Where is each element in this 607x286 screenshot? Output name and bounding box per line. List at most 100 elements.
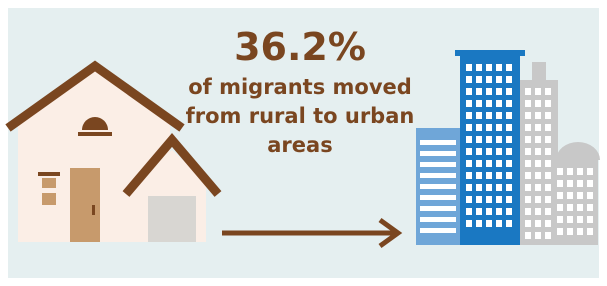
- building-window: [545, 184, 551, 191]
- building-window: [496, 76, 502, 83]
- building-window: [545, 124, 551, 131]
- building-window: [587, 216, 593, 223]
- building-window: [577, 192, 583, 199]
- building-window: [567, 204, 573, 211]
- building-window: [420, 162, 456, 167]
- window: [42, 178, 56, 188]
- attic-sill: [78, 132, 112, 136]
- building-window: [466, 184, 472, 191]
- window: [42, 193, 56, 205]
- building-window: [545, 232, 551, 239]
- tower-top: [455, 50, 525, 56]
- garage-door: [148, 196, 196, 242]
- building-window: [466, 208, 472, 215]
- caption-line: from rural to urban: [186, 104, 415, 128]
- building-window: [545, 148, 551, 155]
- building-window: [486, 112, 492, 119]
- building-window: [486, 64, 492, 71]
- building-window: [525, 88, 531, 95]
- building-window: [420, 217, 456, 222]
- building-window: [506, 208, 512, 215]
- building-window: [486, 148, 492, 155]
- building-window: [577, 180, 583, 187]
- building-window: [557, 216, 563, 223]
- building-window: [496, 184, 502, 191]
- building-window: [466, 100, 472, 107]
- building-window: [476, 76, 482, 83]
- building-window: [420, 206, 456, 211]
- building-window: [525, 124, 531, 131]
- building-window: [496, 100, 502, 107]
- building-window: [525, 100, 531, 107]
- building-window: [486, 220, 492, 227]
- antenna: [532, 62, 546, 82]
- building-window: [525, 136, 531, 143]
- building-window: [525, 148, 531, 155]
- building-window: [420, 151, 456, 156]
- building-window: [525, 160, 531, 167]
- building-window: [466, 64, 472, 71]
- building-window: [486, 208, 492, 215]
- building-window: [535, 172, 541, 179]
- building-window: [577, 228, 583, 235]
- building-window: [567, 168, 573, 175]
- building-window: [496, 220, 502, 227]
- building-window: [557, 228, 563, 235]
- building-window: [545, 100, 551, 107]
- building-window: [476, 220, 482, 227]
- building-window: [525, 220, 531, 227]
- building-window: [535, 88, 541, 95]
- door-knob: [92, 205, 95, 215]
- building-window: [476, 124, 482, 131]
- building-window: [577, 168, 583, 175]
- building-window: [545, 220, 551, 227]
- building-window: [535, 232, 541, 239]
- building-window: [545, 172, 551, 179]
- building-window: [535, 136, 541, 143]
- building-window: [486, 184, 492, 191]
- building-window: [545, 208, 551, 215]
- building-window: [420, 140, 456, 145]
- building-window: [587, 228, 593, 235]
- building-window: [486, 76, 492, 83]
- building-window: [525, 112, 531, 119]
- building-window: [545, 112, 551, 119]
- building-window: [567, 180, 573, 187]
- building-window: [506, 76, 512, 83]
- building-window: [557, 168, 563, 175]
- building-window: [496, 160, 502, 167]
- building-window: [486, 124, 492, 131]
- building-window: [535, 112, 541, 119]
- page: 36.2% of migrants moved from rural to ur…: [0, 0, 607, 286]
- building-window: [476, 172, 482, 179]
- door: [70, 168, 100, 242]
- building-window: [506, 100, 512, 107]
- building-window: [535, 148, 541, 155]
- building-window: [476, 100, 482, 107]
- building-window: [466, 148, 472, 155]
- building-window: [476, 136, 482, 143]
- building-window: [567, 216, 573, 223]
- building-window: [587, 180, 593, 187]
- building-window: [486, 160, 492, 167]
- building-window: [486, 136, 492, 143]
- building-window: [535, 220, 541, 227]
- building-window: [506, 88, 512, 95]
- building-window: [557, 180, 563, 187]
- building-window: [476, 148, 482, 155]
- building-window: [525, 172, 531, 179]
- building-window: [466, 76, 472, 83]
- building-window: [496, 112, 502, 119]
- building-window: [506, 172, 512, 179]
- building-window: [506, 196, 512, 203]
- building-window: [476, 88, 482, 95]
- building-window: [486, 196, 492, 203]
- caption-line: areas: [267, 133, 332, 157]
- building-window: [496, 148, 502, 155]
- building-window: [420, 173, 456, 178]
- building-window: [466, 112, 472, 119]
- building-window: [587, 192, 593, 199]
- building-window: [525, 196, 531, 203]
- building-window: [535, 160, 541, 167]
- building-window: [525, 232, 531, 239]
